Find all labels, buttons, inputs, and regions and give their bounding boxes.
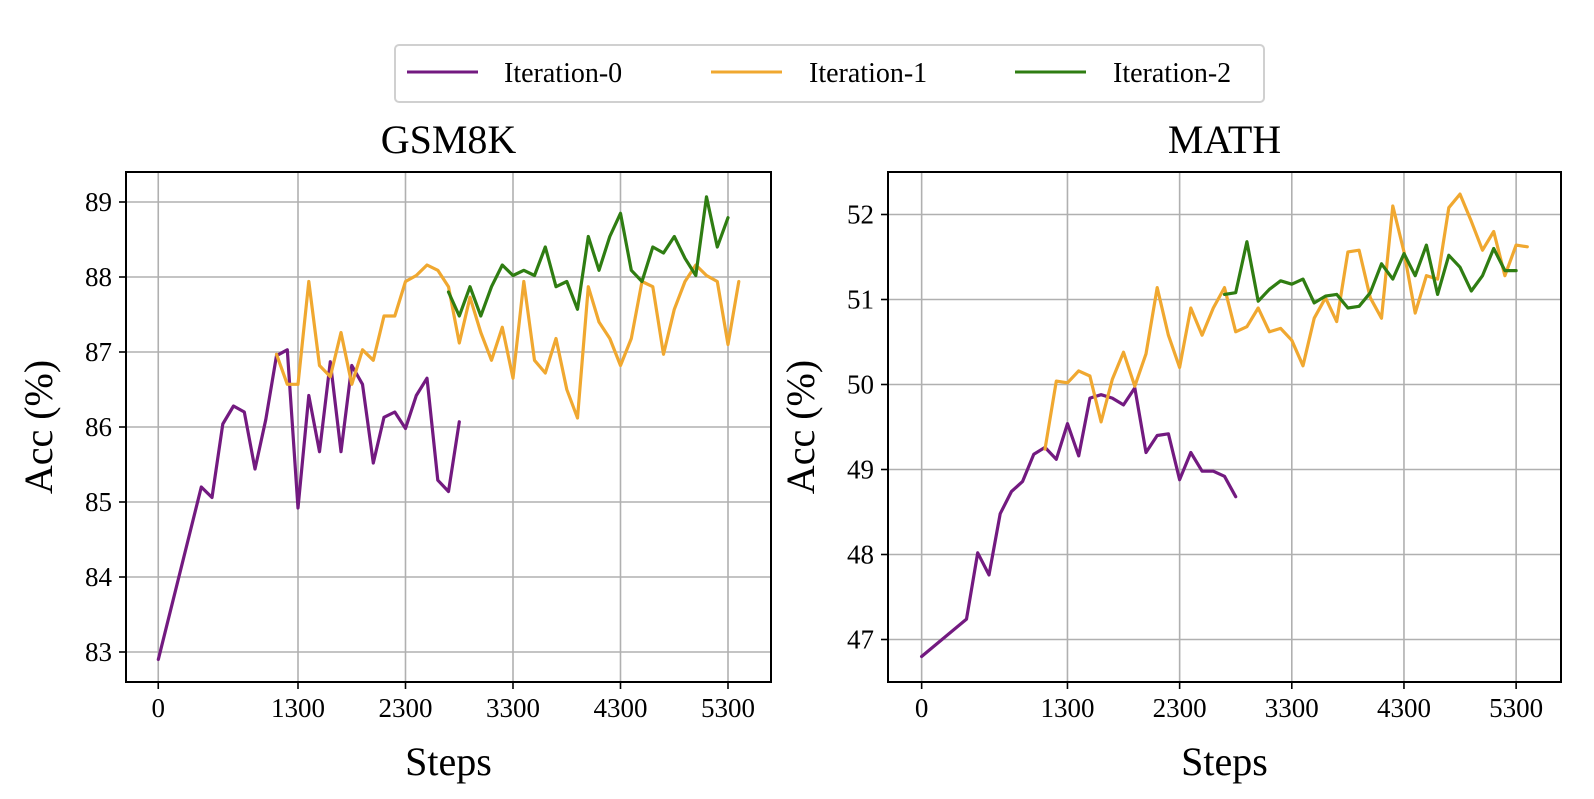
x-tick-label: 1300 <box>271 693 325 723</box>
x-tick-label: 2300 <box>1153 693 1207 723</box>
y-tick-label: 84 <box>85 562 113 592</box>
legend-label-iteration-1: Iteration-1 <box>809 58 927 89</box>
x-tick-label: 0 <box>915 693 929 723</box>
gsm8k-panel: 0 1300 2300 3300 4300 5300 83 84 85 86 87 88 89 GSM8K… <box>16 117 772 784</box>
x-tick-label: 4300 <box>1377 693 1431 723</box>
x-tick-label: 5300 <box>701 693 755 723</box>
x-tick-label: 0 <box>152 693 166 723</box>
legend-frame <box>394 44 1265 103</box>
gsm8k-series-iteration-0 <box>156 348 461 662</box>
y-tick-label: 86 <box>85 412 112 442</box>
y-axis-label: Acc (%) <box>778 360 823 494</box>
math-series-iteration-0 <box>919 386 1238 659</box>
x-tick-label: 5300 <box>1489 693 1543 723</box>
gsm8k-series-iteration-1 <box>274 263 741 420</box>
y-tick-label: 51 <box>847 285 874 315</box>
plot-frame <box>887 171 1562 683</box>
y-tick-label: 47 <box>847 625 874 655</box>
y-tick-label: 52 <box>847 200 874 230</box>
x-tick-label: 1300 <box>1040 693 1094 723</box>
y-tick-label: 85 <box>85 487 112 517</box>
math-series-iteration-2 <box>1222 240 1518 310</box>
x-tick-label: 3300 <box>1265 693 1319 723</box>
x-axis-label: Steps <box>1181 739 1268 784</box>
x-tick-label: 4300 <box>594 693 648 723</box>
y-tick-label: 88 <box>85 262 112 292</box>
x-tick-label: 3300 <box>486 693 540 723</box>
x-tick-label: 2300 <box>379 693 433 723</box>
y-tick-label: 89 <box>85 187 112 217</box>
math-panel: 0 1300 2300 3300 4300 5300 47 48 49 50 51 52 MATH Ste… <box>778 117 1562 784</box>
y-tick-label: 48 <box>847 540 874 570</box>
y-axis-label: Acc (%) <box>16 360 61 494</box>
math-title: MATH <box>1168 117 1281 162</box>
legend-label-iteration-2: Iteration-2 <box>1113 58 1231 89</box>
y-tick-label: 87 <box>85 337 112 367</box>
legend: Iteration-0 Iteration-1 Iteration-2 <box>394 44 1265 103</box>
y-tick-label: 50 <box>847 370 874 400</box>
x-axis-label: Steps <box>405 739 492 784</box>
legend-label-iteration-0: Iteration-0 <box>504 58 622 89</box>
math-series-iteration-1 <box>1043 192 1529 451</box>
y-tick-label: 49 <box>847 455 874 485</box>
gsm8k-title: GSM8K <box>381 117 517 162</box>
y-tick-label: 83 <box>85 637 112 667</box>
gsm8k-series-iteration-2 <box>446 195 730 318</box>
